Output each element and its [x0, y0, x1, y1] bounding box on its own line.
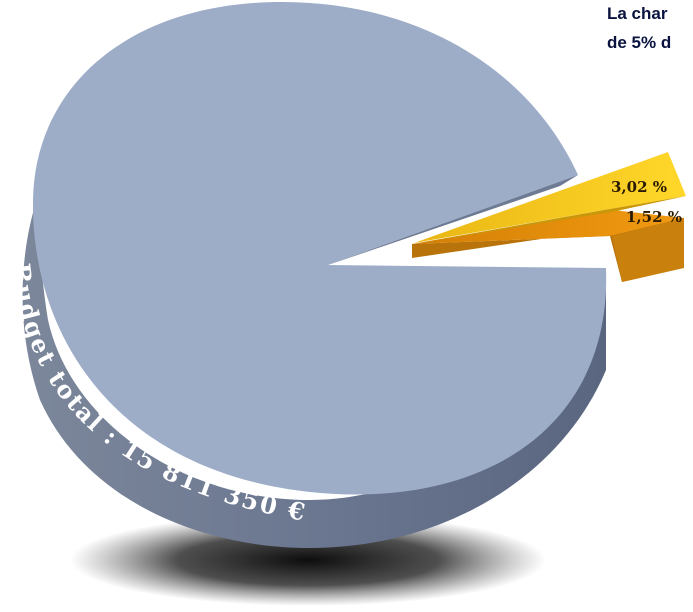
pie-slice-yellow-top [414, 152, 686, 243]
slice-label-orange: 1,52 % [626, 208, 682, 226]
pie-slice-orange [412, 210, 684, 282]
headline-line-1: La char [607, 4, 668, 23]
pie-slice-yellow [412, 152, 686, 244]
pie-slice-main-cut [328, 175, 578, 265]
pie-slice-yellow-edge [412, 196, 686, 244]
pie-slice-orange-front [612, 218, 684, 282]
pie-slice-orange-top [412, 210, 684, 244]
pie-floor-shadow [70, 514, 546, 606]
slice-label-yellow: 3,02 % [611, 178, 667, 196]
headline-line-2: de 5% d [607, 33, 672, 52]
pie-slice-main-top [32, 2, 607, 495]
pie-slice-main [32, 2, 607, 495]
